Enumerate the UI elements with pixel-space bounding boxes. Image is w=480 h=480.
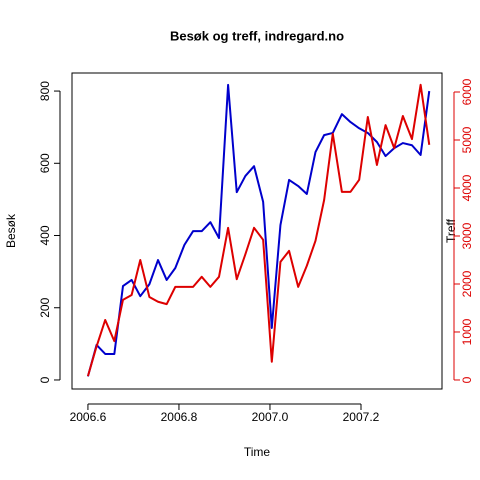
y2-tick-label: 0 xyxy=(460,376,474,383)
x-tick-label: 2006.8 xyxy=(161,410,198,424)
y-tick-label: 600 xyxy=(38,153,52,173)
y2-tick-label: 4000 xyxy=(460,174,474,201)
y2-axis-label: Treff xyxy=(444,218,458,243)
y2-tick-label: 2000 xyxy=(460,270,474,297)
x-tick-label: 2007.2 xyxy=(343,410,380,424)
x-axis-label: Time xyxy=(244,445,271,459)
x-tick-label: 2006.6 xyxy=(70,410,107,424)
series-line xyxy=(86,83,431,377)
y2-tick-label: 5000 xyxy=(460,126,474,153)
plot-box xyxy=(71,72,443,390)
chart-title: Besøk og treff, indregard.no xyxy=(170,28,344,43)
y-tick-label: 400 xyxy=(38,225,52,245)
y-tick-label: 200 xyxy=(38,297,52,317)
y2-tick-label: 3000 xyxy=(460,222,474,249)
y-tick-label: 0 xyxy=(38,376,52,383)
y-tick-label: 800 xyxy=(38,81,52,101)
x-tick-label: 2007.0 xyxy=(252,410,289,424)
y2-tick-label: 6000 xyxy=(460,78,474,105)
y2-tick-label: 1000 xyxy=(460,318,474,345)
y-axis-label: Besøk xyxy=(4,213,18,248)
